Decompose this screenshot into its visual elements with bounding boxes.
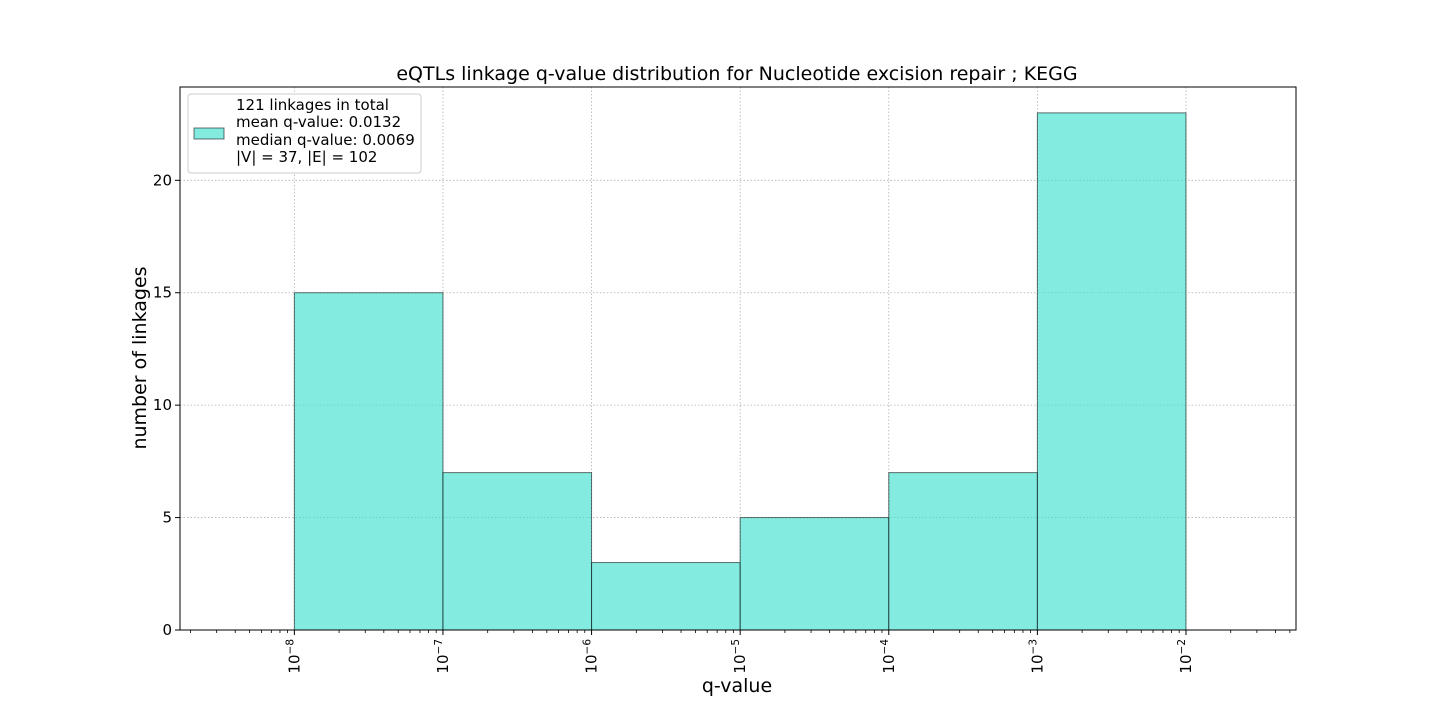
legend-line-mean: mean q-value: 0.0132 — [236, 113, 401, 131]
legend: 121 linkages in total mean q-value: 0.01… — [187, 93, 422, 174]
y-tick-label: 0 — [162, 621, 172, 639]
x-tick-label: 10−6 — [582, 639, 601, 674]
histogram-bar — [591, 562, 741, 631]
histogram-bar — [739, 517, 890, 631]
legend-line-graph-size: |V| = 37, |E| = 102 — [236, 148, 377, 166]
y-tick-label: 20 — [153, 171, 172, 189]
histogram-bar — [888, 472, 1038, 631]
x-tick-label: 10−4 — [879, 639, 898, 674]
legend-line-median: median q-value: 0.0069 — [236, 131, 415, 149]
y-tick-label: 5 — [162, 509, 172, 527]
plot-frame — [179, 86, 1297, 631]
legend-box — [187, 93, 422, 174]
x-tick-label: 10−7 — [433, 639, 452, 674]
y-axis-ticks: 0 5 10 15 20 — [153, 171, 180, 639]
histogram-bar — [1036, 112, 1187, 631]
x-tick-label: 10−5 — [730, 639, 749, 674]
x-tick-label: 10−3 — [1027, 639, 1046, 674]
chart-title: eQTLs linkage q-value distribution for N… — [396, 63, 1077, 85]
x-axis-label: q-value — [702, 675, 772, 697]
y-axis-label: number of linkages — [129, 266, 151, 449]
x-tick-label: 10−8 — [284, 639, 303, 674]
x-axis-ticks: 10−8 10−7 10−6 10−5 10−4 10−3 10−2 — [190, 630, 1291, 674]
legend-line-total: 121 linkages in total — [236, 96, 389, 114]
y-tick-label: 15 — [153, 284, 172, 302]
x-tick-label: 10−2 — [1176, 639, 1195, 674]
y-tick-label: 10 — [153, 396, 172, 414]
legend-swatch — [193, 127, 225, 140]
histogram-bar — [293, 292, 444, 631]
histogram-bar — [442, 472, 593, 631]
